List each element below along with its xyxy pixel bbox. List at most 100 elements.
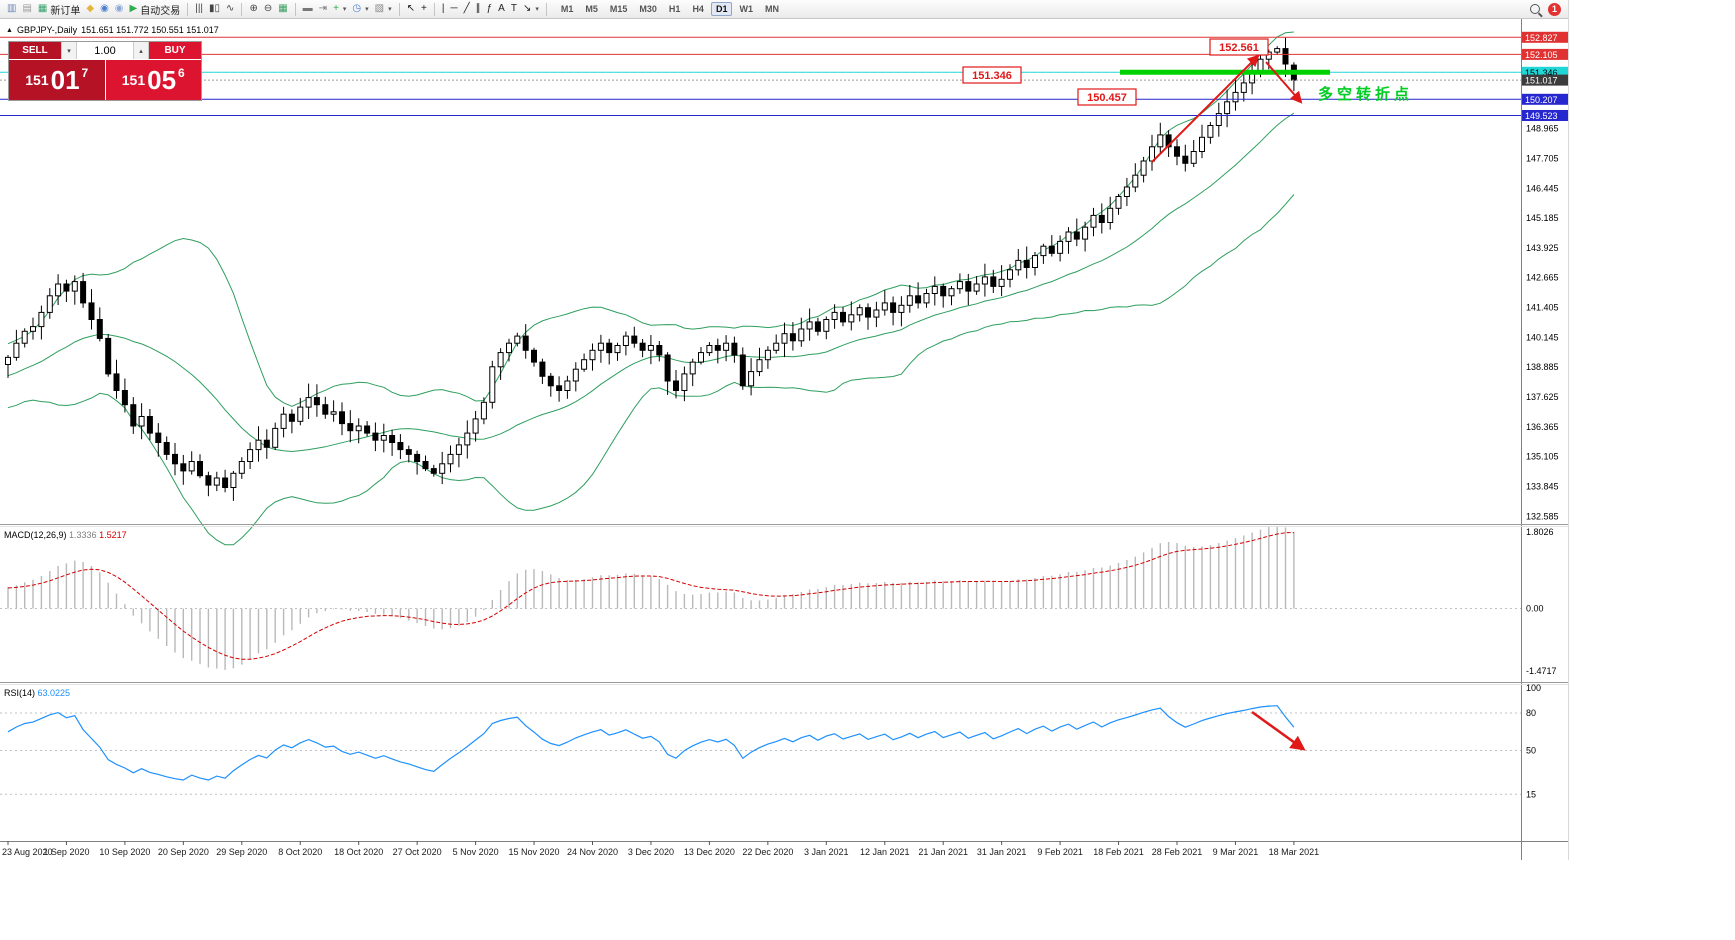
- profiles-icon-glyph: ▤: [22, 3, 32, 14]
- timeframe-mn-button[interactable]: MN: [764, 4, 779, 14]
- rsi-title: RSI(14) 63.0225: [4, 688, 70, 698]
- price-axis-label: 141.405: [1526, 303, 1559, 313]
- rsi-axis-label: 80: [1526, 708, 1536, 718]
- chart-annotations[interactable]: 152.561 151.346 150.457 多空转折点: [962, 38, 1413, 163]
- buy-button[interactable]: BUY: [149, 42, 201, 59]
- chart-shift-icon-glyph: ⇥: [318, 3, 328, 14]
- buy-price-big: 05: [147, 65, 177, 95]
- vertical-line-icon[interactable]: |: [439, 1, 448, 17]
- crosshair-icon[interactable]: +: [418, 1, 430, 17]
- periods-icon-glyph: ◷: [352, 3, 362, 14]
- metaeditor-icon[interactable]: ◆: [83, 1, 97, 17]
- rsi-indicator: RSI(14) 63.0225: [0, 688, 1521, 795]
- new-order-button[interactable]: ▦ 新订单: [35, 1, 83, 17]
- caret-down-icon: ▾: [342, 6, 347, 13]
- search-icon[interactable]: [1530, 4, 1540, 14]
- bollinger-lower: [7, 194, 1295, 546]
- price-tag-152-561[interactable]: [1209, 38, 1269, 56]
- autotrading-glyph: ▶: [129, 3, 138, 14]
- terminal-icon[interactable]: ◉: [97, 1, 112, 17]
- price-axis-label: 133.845: [1526, 481, 1559, 491]
- one-click-trading-panel: SELL ▾ ▴ BUY 151 01 7 151 05 6: [8, 41, 202, 101]
- line-chart-icon-glyph: ∿: [226, 3, 235, 14]
- fibonacci-icon[interactable]: ƒ: [484, 1, 496, 17]
- crosshair-icon-glyph: +: [421, 3, 427, 14]
- profiles-icon[interactable]: ▤: [19, 1, 34, 17]
- notification-badge[interactable]: 1: [1548, 2, 1561, 16]
- time-axis-label: 10 Sep 2020: [99, 847, 150, 857]
- chart-canvas[interactable]: 152.561 151.346 150.457 多空转折点 MACD(12,26,9) …: [0, 19, 1568, 860]
- toolbar-separator: [398, 2, 400, 16]
- caret-down-icon: ▾: [365, 6, 369, 13]
- indicators-icon-glyph: +: [333, 3, 339, 14]
- sell-button[interactable]: SELL: [9, 42, 61, 59]
- new-chart-icon[interactable]: ▥: [4, 1, 19, 17]
- timeframe-m1-button[interactable]: M1: [560, 4, 574, 14]
- price-axis-badge-149.523: [1522, 110, 1568, 121]
- price-axis-label: 132.585: [1526, 511, 1559, 521]
- timeframe-m30-button[interactable]: M30: [639, 4, 657, 14]
- price-tag-151-346-text: 151.346: [972, 70, 1012, 82]
- line-chart-icon[interactable]: ∿: [223, 1, 237, 17]
- timeframe-h4-button[interactable]: H4: [692, 4, 704, 14]
- zoom-in-icon-glyph: ⊕: [249, 3, 258, 14]
- indicators-icon[interactable]: + ▾: [330, 1, 349, 17]
- annotation-text-label[interactable]: 多空转折点: [1318, 85, 1413, 103]
- sell-price[interactable]: 151 01 7: [9, 60, 106, 100]
- label-icon-glyph: T: [510, 3, 517, 14]
- new-order-button-label: 新订单: [50, 5, 81, 17]
- templates-icon[interactable]: ▧ ▾: [372, 1, 395, 17]
- label-icon[interactable]: T: [508, 1, 520, 17]
- price-tag-150-457[interactable]: [1077, 88, 1137, 106]
- horizontal-line-icon-glyph: ─: [450, 3, 458, 14]
- timeframe-w1-button[interactable]: W1: [739, 4, 753, 14]
- auto-arrange-icon[interactable]: ▬: [300, 1, 316, 17]
- price-axis-label: 145.185: [1526, 213, 1559, 223]
- zoom-out-icon[interactable]: ⊖: [261, 1, 275, 17]
- candlestick-chart-icon-glyph: ▮▯: [209, 3, 221, 14]
- timeframe-m15-button[interactable]: M15: [609, 4, 628, 14]
- channel-icon[interactable]: ∥: [473, 1, 484, 17]
- strategy-tester-icon[interactable]: ◉: [112, 1, 127, 17]
- trendline-icon[interactable]: ╱: [461, 1, 473, 17]
- text-icon[interactable]: A: [495, 1, 508, 17]
- trend-arrow-down[interactable]: [1265, 61, 1303, 104]
- buy-price[interactable]: 151 05 6: [105, 60, 201, 100]
- volume-increase-button[interactable]: ▴: [133, 42, 149, 59]
- toolbar-separator: [187, 2, 189, 16]
- time-axis-label: 21 Jan 2021: [918, 847, 968, 857]
- horizontal-line-icon[interactable]: ─: [447, 1, 460, 17]
- periods-icon[interactable]: ◷ ▾: [349, 1, 371, 17]
- window-right-edge: [1568, 0, 1569, 860]
- arrows-icon[interactable]: ↘ ▾: [520, 1, 542, 17]
- timeframe-m5-button[interactable]: M5: [585, 4, 598, 14]
- autotrading-button[interactable]: ▶ 自动交易: [127, 1, 184, 17]
- volume-input[interactable]: [77, 42, 133, 59]
- trade-panel-top-row: SELL ▾ ▴ BUY: [9, 42, 201, 59]
- chart-shift-icon[interactable]: ⇥: [316, 1, 330, 17]
- autotrading-button-label: 自动交易: [140, 5, 181, 17]
- time-axis-label: 9 Feb 2021: [1037, 847, 1083, 857]
- toolbar-items: ▥ ▤ ▦ 新订单 ◆ ◉ ◉ ▶ 自动交易 ||| ▮▯ ∿ ⊕ ⊖ ▦ ▬ ⇥ + ▾ ◷ ▾ ▧ ▾ ↖ + | ─ ╱ ∥ ƒ A T…: [4, 0, 551, 18]
- candlesticks: [5, 37, 1297, 501]
- rsi-down-arrow[interactable]: [1251, 710, 1306, 751]
- metaeditor-icon-glyph: ◆: [86, 3, 95, 14]
- price-axis-badge-text: 151.346: [1525, 68, 1558, 78]
- price-tag-151-346[interactable]: [962, 66, 1022, 84]
- price-axis-label: 137.625: [1526, 392, 1559, 402]
- trend-arrow-up[interactable]: [1151, 54, 1260, 163]
- time-axis-label: 24 Nov 2020: [567, 847, 618, 857]
- candlestick-chart-icon[interactable]: ▮▯: [206, 1, 223, 17]
- zoom-in-icon[interactable]: ⊕: [246, 1, 260, 17]
- new-order-glyph: ▦: [37, 3, 48, 14]
- time-axis-label: 18 Mar 2021: [1269, 847, 1320, 857]
- volume-decrease-button[interactable]: ▾: [61, 42, 77, 59]
- timeframe-d1-button[interactable]: D1: [710, 2, 733, 16]
- trade-panel-collapse-icon[interactable]: ▲: [6, 26, 13, 34]
- cursor-icon[interactable]: ↖: [404, 1, 418, 17]
- panel-frame: [0, 19, 1568, 860]
- timeframe-h1-button[interactable]: H1: [668, 4, 681, 14]
- bar-chart-icon[interactable]: |||: [192, 1, 206, 17]
- macd-axis-label: 0.00: [1526, 604, 1544, 614]
- tile-windows-icon[interactable]: ▦: [275, 1, 290, 17]
